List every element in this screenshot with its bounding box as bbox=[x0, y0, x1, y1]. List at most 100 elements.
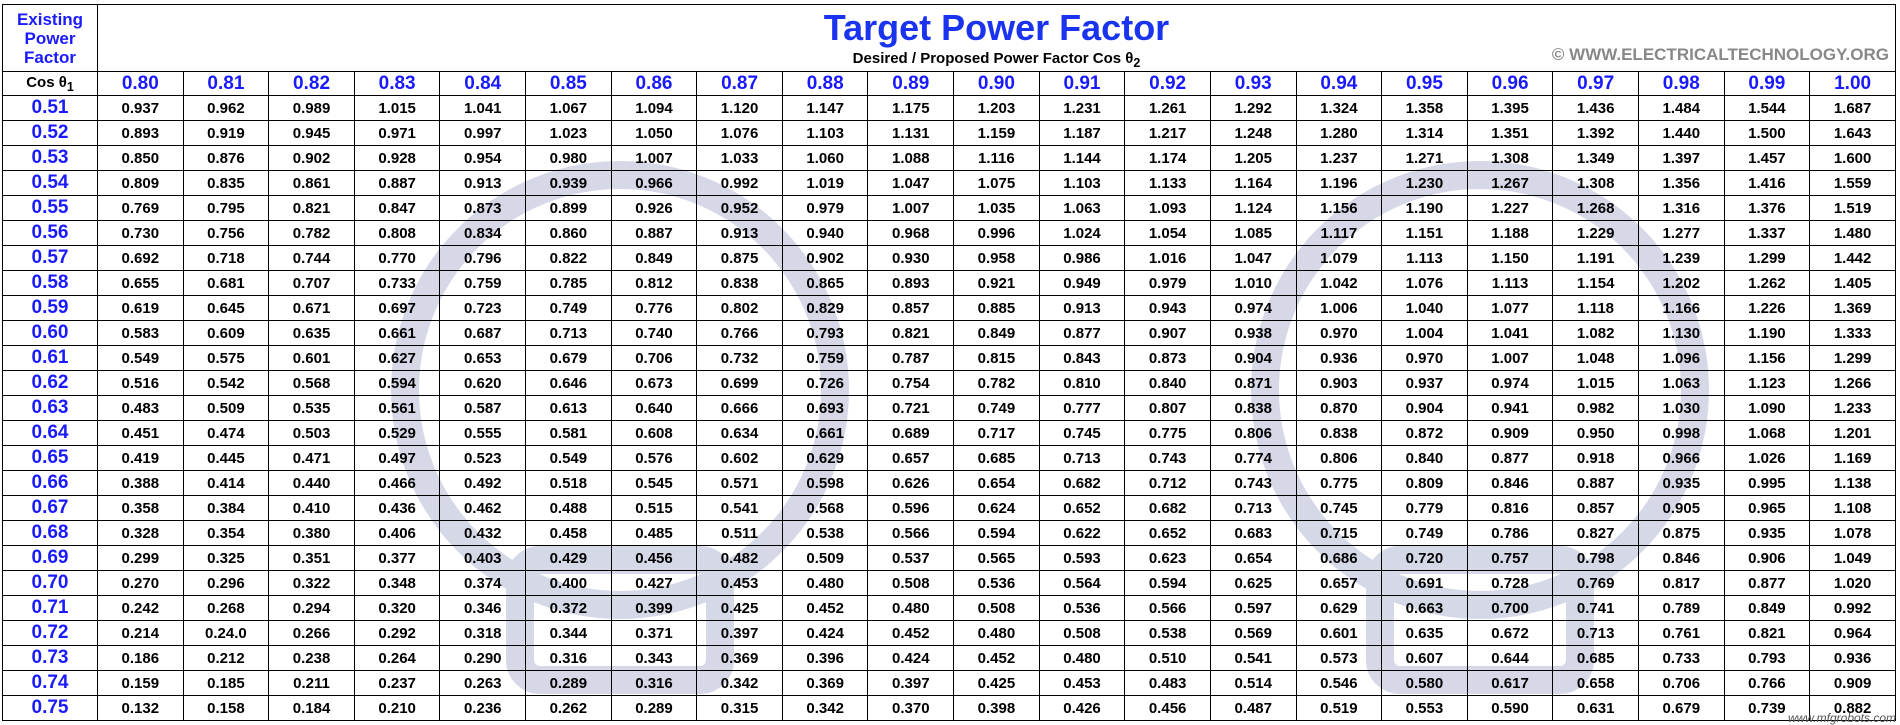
column-header: 0.82 bbox=[268, 71, 355, 96]
table-cell: 0.733 bbox=[1637, 645, 1725, 671]
table-cell: 0.899 bbox=[525, 195, 612, 221]
table-row: 0.73 0.186 0.212 0.238 0.264 0.290 0.316 0.343 0… bbox=[2, 645, 1896, 671]
table-cell: 0.769 bbox=[1552, 570, 1639, 596]
table-cell: 0.840 bbox=[1381, 445, 1468, 471]
table-cell: 0.598 bbox=[781, 470, 869, 496]
table-cell: 0.740 bbox=[610, 320, 698, 346]
table-cell: 1.187 bbox=[1038, 120, 1126, 146]
table-cell: 0.601 bbox=[268, 345, 355, 371]
table-cell: 0.452 bbox=[781, 595, 869, 621]
table-cell: 0.808 bbox=[353, 220, 441, 246]
table-cell: 0.793 bbox=[781, 320, 869, 346]
table-cell: 0.511 bbox=[696, 520, 783, 546]
table-cell: 0.766 bbox=[696, 320, 783, 346]
table-row: 0.55 0.769 0.795 0.821 0.847 0.873 0.899 0.926 0… bbox=[2, 195, 1896, 221]
table-cell: 1.076 bbox=[1381, 270, 1468, 296]
table-cell: 0.965 bbox=[1723, 495, 1811, 521]
row-header: 0.71 bbox=[2, 595, 98, 621]
table-cell: 0.581 bbox=[525, 420, 612, 446]
table-cell: 1.436 bbox=[1552, 95, 1639, 121]
table-cell: 1.202 bbox=[1637, 270, 1725, 296]
table-cell: 1.108 bbox=[1809, 495, 1896, 521]
table-cell: 1.054 bbox=[1124, 220, 1211, 246]
title-row: Existing Power Factor Target Power Facto… bbox=[2, 4, 1896, 72]
table-cell: 0.877 bbox=[1723, 570, 1811, 596]
table-cell: 0.538 bbox=[781, 520, 869, 546]
table-cell: 0.542 bbox=[182, 370, 270, 396]
table-cell: 1.076 bbox=[696, 120, 783, 146]
title-cell: Target Power Factor Desired / Proposed P… bbox=[97, 4, 1896, 72]
table-cell: 0.692 bbox=[97, 245, 184, 271]
cos-label: Cos θ1 bbox=[2, 71, 98, 96]
table-cell: 1.010 bbox=[1209, 270, 1297, 296]
table-cell: 0.849 bbox=[953, 320, 1040, 346]
table-cell: 1.151 bbox=[1381, 220, 1468, 246]
table-cell: 0.471 bbox=[268, 445, 355, 471]
table-cell: 0.717 bbox=[953, 420, 1040, 446]
table-cell: 0.829 bbox=[781, 295, 869, 321]
table-row: 0.75 0.132 0.158 0.184 0.210 0.236 0.262 0.289 0… bbox=[2, 695, 1896, 721]
table-cell: 1.440 bbox=[1637, 120, 1725, 146]
table-cell: 0.876 bbox=[182, 145, 270, 171]
table-cell: 0.414 bbox=[182, 470, 270, 496]
table-cell: 0.706 bbox=[610, 345, 698, 371]
table-cell: 0.549 bbox=[525, 445, 612, 471]
column-header: 0.95 bbox=[1381, 71, 1468, 96]
table-cell: 1.090 bbox=[1723, 395, 1811, 421]
table-cell: 0.681 bbox=[182, 270, 270, 296]
table-cell: 0.358 bbox=[97, 495, 184, 521]
table-cell: 0.952 bbox=[696, 195, 783, 221]
table-cell: 0.620 bbox=[439, 370, 527, 396]
table-cell: 0.635 bbox=[268, 320, 355, 346]
table-cell: 0.654 bbox=[1209, 545, 1297, 571]
table-cell: 0.775 bbox=[1295, 470, 1383, 496]
table-cell: 0.870 bbox=[1295, 395, 1383, 421]
table-cell: 0.902 bbox=[268, 145, 355, 171]
table-cell: 0.682 bbox=[1038, 470, 1126, 496]
table-cell: 1.643 bbox=[1809, 120, 1896, 146]
table-cell: 0.713 bbox=[1552, 620, 1639, 646]
table-cell: 0.850 bbox=[97, 145, 184, 171]
table-cell: 1.316 bbox=[1637, 195, 1725, 221]
table-cell: 0.782 bbox=[953, 370, 1040, 396]
table-cell: 0.242 bbox=[97, 595, 184, 621]
table-cell: 0.821 bbox=[867, 320, 955, 346]
column-header: 0.92 bbox=[1124, 71, 1211, 96]
row-header: 0.68 bbox=[2, 520, 98, 546]
table-cell: 0.480 bbox=[1038, 645, 1126, 671]
table-cell: 0.821 bbox=[1723, 620, 1811, 646]
table-cell: 0.594 bbox=[1124, 570, 1211, 596]
table-cell: 0.320 bbox=[353, 595, 441, 621]
table-cell: 1.078 bbox=[1809, 520, 1896, 546]
row-header: 0.70 bbox=[2, 570, 98, 596]
table-row: 0.52 0.893 0.919 0.945 0.971 0.997 1.023 1.050 1… bbox=[2, 120, 1896, 146]
table-cell: 0.452 bbox=[953, 645, 1040, 671]
table-cell: 0.211 bbox=[268, 670, 355, 696]
table-cell: 0.806 bbox=[1209, 420, 1297, 446]
table-row: 0.72 0.214 0.24.0 0.266 0.292 0.318 0.344 0.371… bbox=[2, 620, 1896, 646]
table-cell: 0.673 bbox=[610, 370, 698, 396]
table-cell: 0.453 bbox=[1038, 670, 1126, 696]
table-cell: 1.068 bbox=[1723, 420, 1811, 446]
table-cell: 0.571 bbox=[696, 470, 783, 496]
table-cell: 1.457 bbox=[1723, 145, 1811, 171]
table-cell: 0.492 bbox=[439, 470, 527, 496]
table-cell: 0.743 bbox=[1124, 445, 1211, 471]
table-cell: 0.619 bbox=[97, 295, 184, 321]
table-cell: 0.410 bbox=[268, 495, 355, 521]
table-cell: 0.369 bbox=[781, 670, 869, 696]
table-cell: 0.672 bbox=[1466, 620, 1554, 646]
table-cell: 0.346 bbox=[439, 595, 527, 621]
table-cell: 1.049 bbox=[1809, 545, 1896, 571]
table-cell: 0.596 bbox=[867, 495, 955, 521]
table-cell: 0.935 bbox=[1637, 470, 1725, 496]
table-cell: 0.802 bbox=[696, 295, 783, 321]
row-header: 0.75 bbox=[2, 695, 98, 721]
table-cell: 0.743 bbox=[1209, 470, 1297, 496]
table-cell: 0.949 bbox=[1038, 270, 1126, 296]
table-cell: 0.474 bbox=[182, 420, 270, 446]
table-cell: 1.271 bbox=[1381, 145, 1468, 171]
table-cell: 0.937 bbox=[1381, 370, 1468, 396]
column-header: 0.96 bbox=[1466, 71, 1554, 96]
table-row: 0.69 0.299 0.325 0.351 0.377 0.403 0.429 0.456 0… bbox=[2, 545, 1896, 571]
